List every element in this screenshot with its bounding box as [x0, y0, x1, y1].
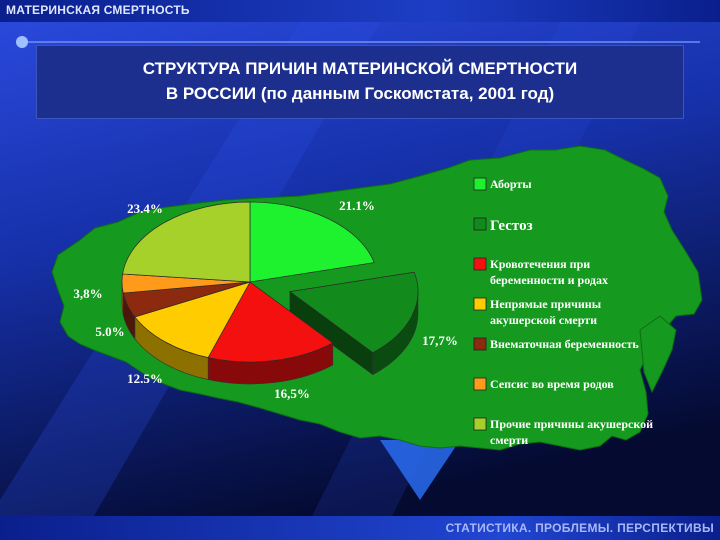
- pie-slice-2: [289, 271, 419, 354]
- data-label-7: 23.4%: [127, 201, 163, 216]
- legend-label-2-line-1: Гестоз: [490, 218, 533, 234]
- data-label-2: 17,7%: [422, 333, 458, 348]
- data-label-1: 21.1%: [339, 198, 375, 213]
- data-label-3: 16,5%: [274, 386, 310, 401]
- legend-swatch-5: [473, 337, 487, 351]
- legend: Аборты Гестоз Кровотечения при беременности…: [473, 177, 653, 447]
- legend-label-3-line-1: Кровотечения при: [490, 257, 590, 271]
- legend-swatch-1: [473, 177, 487, 191]
- footer-bar: СТАТИСТИКА. ПРОБЛЕМЫ. ПЕРСПЕКТИВЫ: [0, 516, 720, 540]
- chart-title-line2: В РОССИИ (по данным Госкомстата, 2001 го…: [165, 84, 555, 103]
- legend-label-7-line-1: Прочие причины акушерской: [490, 417, 653, 431]
- legend-label-4-line-1: Непрямые причины: [490, 297, 602, 311]
- data-label-4: 12.5%: [127, 371, 163, 386]
- chart-title-line1: СТРУКТУРА ПРИЧИН МАТЕРИНСКОЙ СМЕРТНОСТИ: [142, 59, 578, 78]
- title-box: СТРУКТУРА ПРИЧИН МАТЕРИНСКОЙ СМЕРТНОСТИ …: [36, 45, 684, 119]
- legend-swatch-2: [473, 217, 487, 231]
- legend-label-5-line-1: Внематочная беременность: [490, 337, 639, 351]
- pie-slice-1: [249, 201, 375, 283]
- legend-swatch-7: [473, 417, 487, 431]
- legend-label-3-line-2: беременности и родах: [490, 273, 608, 287]
- header-title: МАТЕРИНСКАЯ СМЕРТНОСТЬ: [6, 3, 190, 17]
- pie-slice-7: [122, 201, 251, 283]
- legend-swatch-4: [473, 297, 487, 311]
- data-label-5: 5.0%: [95, 324, 124, 339]
- pie-slice-4: [134, 281, 251, 359]
- footer-text: СТАТИСТИКА. ПРОБЛЕМЫ. ПЕРСПЕКТИВЫ: [445, 521, 714, 535]
- header-bar: МАТЕРИНСКАЯ СМЕРТНОСТЬ: [0, 0, 720, 22]
- header-dot: [16, 36, 28, 48]
- legend-label-7-line-2: смерти: [490, 433, 528, 447]
- legend-swatch-3: [473, 257, 487, 271]
- decor-diamond: [380, 440, 460, 500]
- data-label-6: 3,8%: [73, 286, 102, 301]
- legend-label-4-line-2: акушерской смерти: [490, 313, 597, 327]
- legend-label-6-line-1: Сепсис во время родов: [490, 377, 614, 391]
- pie-chart: 21.1% 17,7% 16,5% 12.5% 5.0% 3,8% 23.4%: [73, 198, 458, 401]
- legend-label-1-line-1: Аборты: [490, 177, 532, 191]
- legend-swatch-6: [473, 377, 487, 391]
